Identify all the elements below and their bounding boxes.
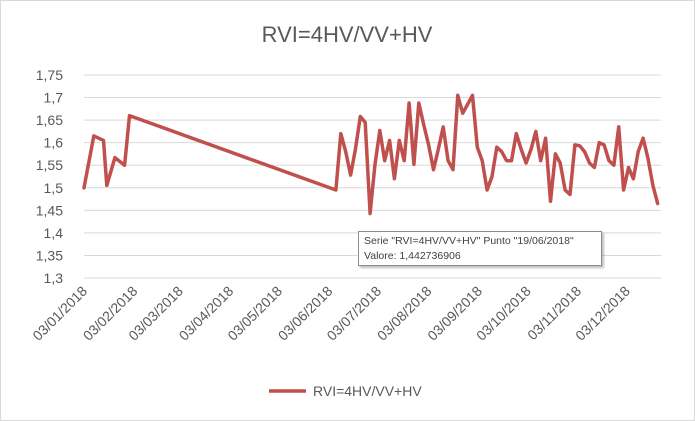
y-tick-label: 1,55 — [36, 157, 63, 173]
y-tick-label: 1,35 — [36, 247, 63, 263]
gridlines — [84, 74, 661, 256]
legend: RVI=4HV/VV+HV — [269, 383, 422, 399]
x-axis-tick-labels: 03/01/201803/02/201803/03/201803/04/2018… — [29, 283, 633, 344]
y-tick-label: 1,7 — [44, 90, 64, 106]
y-tick-label: 1,6 — [44, 135, 64, 151]
y-tick-label: 1,5 — [44, 180, 64, 196]
y-tick-label: 1,75 — [36, 67, 63, 83]
data-point-tooltip: Serie "RVI=4HV/VV+HV" Punto "19/06/2018"… — [358, 231, 602, 266]
y-tick-label: 1,3 — [44, 270, 64, 286]
y-axis-tick-labels: 1,3 1,35 1,4 1,45 1,5 1,55 1,6 1,65 1,7 1,75 — [36, 67, 63, 286]
legend-label: RVI=4HV/VV+HV — [313, 383, 422, 399]
chart-title: RVI=4HV/VV+HV — [262, 22, 433, 47]
y-tick-label: 1,45 — [36, 202, 63, 218]
tooltip-value: Valore: 1,442736906 — [364, 250, 461, 262]
y-tick-label: 1,65 — [36, 112, 63, 128]
tooltip-series-point: Serie "RVI=4HV/VV+HV" Punto "19/06/2018" — [364, 235, 574, 247]
series-line[interactable] — [82, 93, 660, 216]
y-tick-label: 1,4 — [44, 225, 64, 241]
